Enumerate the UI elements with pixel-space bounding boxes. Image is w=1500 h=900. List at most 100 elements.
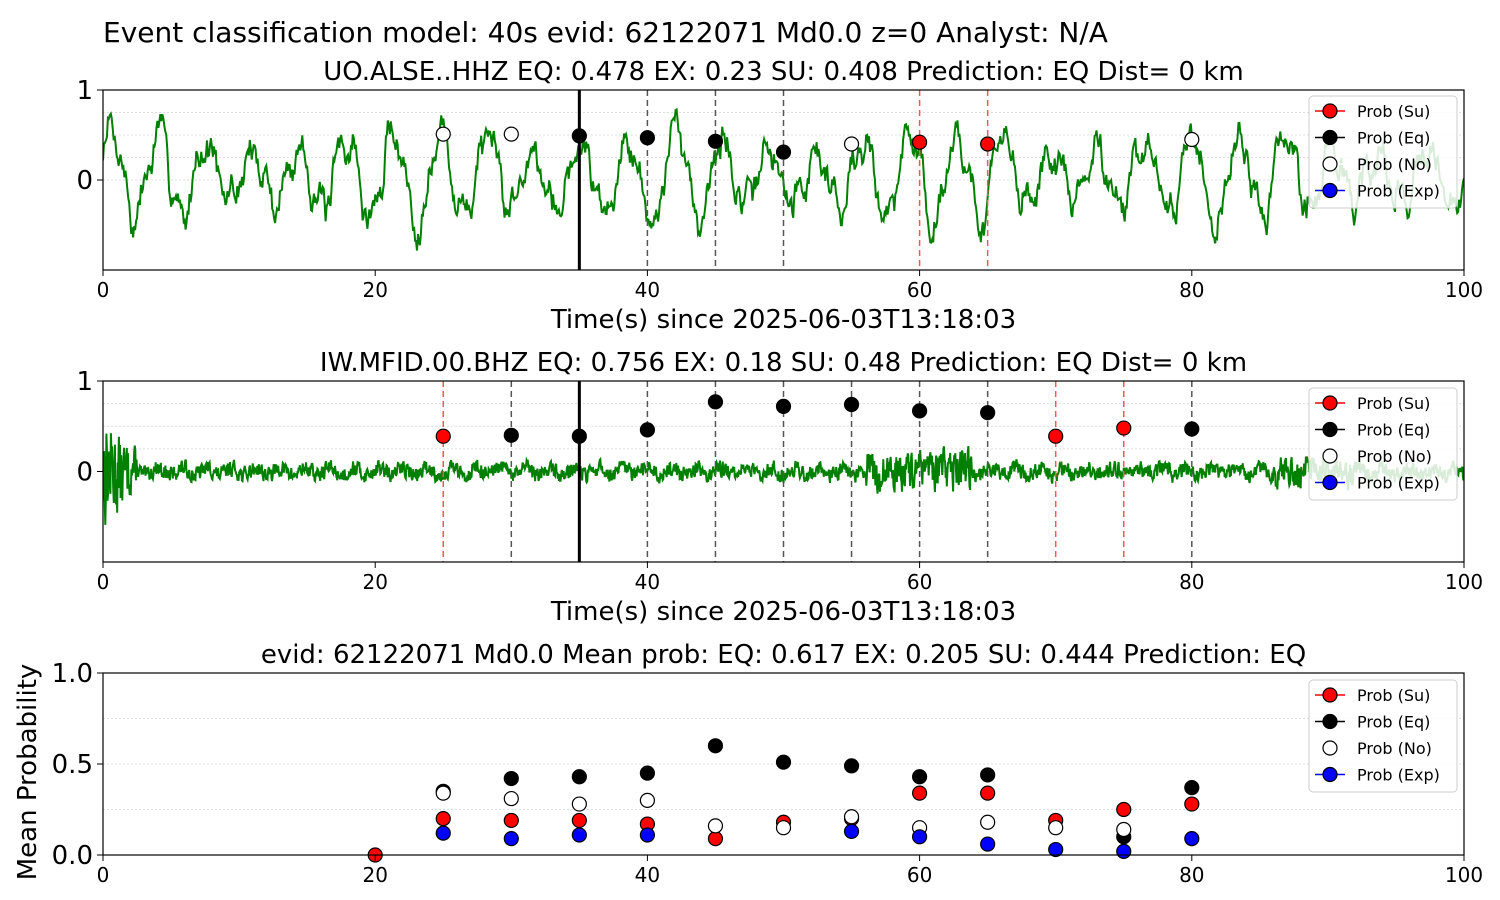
point-prob-exp — [843, 823, 860, 839]
legend-label: Prob (No) — [1357, 447, 1432, 466]
legend: Prob (Su) Prob (Eq) Prob (No) Prob (Exp) — [1308, 387, 1458, 501]
point-prob-exp — [980, 836, 996, 852]
point-prob-no — [639, 792, 656, 809]
point-prob-eq — [639, 765, 656, 781]
legend-label: Prob (Exp) — [1357, 766, 1440, 785]
point-prob-no — [843, 809, 860, 825]
point-prob-su — [435, 810, 451, 827]
point-prob-su — [1048, 428, 1064, 444]
legend: Prob (Su) Prob (Eq) Prob (No) Prob (Exp) — [1308, 95, 1458, 209]
point-prob-eq — [707, 394, 724, 410]
legend-marker — [1322, 395, 1338, 411]
legend-label: Prob (Eq) — [1357, 129, 1430, 148]
point-prob-eq — [707, 738, 724, 754]
point-prob-su — [911, 134, 928, 150]
y-tick-label: 1 — [76, 76, 93, 106]
legend: Prob (Su) Prob (Eq) Prob (No) Prob (Exp) — [1308, 679, 1458, 793]
legend-marker — [1322, 766, 1338, 783]
panel-mean-probability: evid: 62122071 Md0.0 Mean prob: EQ: 0.61… — [13, 640, 1483, 887]
legend-marker — [1322, 182, 1338, 199]
legend-marker — [1322, 103, 1338, 119]
legend-label: Prob (No) — [1357, 739, 1432, 758]
y-tick-label: 0.0 — [52, 841, 93, 871]
y-axis-label: Mean Probability — [13, 664, 43, 881]
point-prob-no — [775, 820, 792, 836]
legend-marker — [1322, 713, 1338, 730]
y-tick-label: 0.5 — [52, 750, 93, 780]
y-tick-label: 1 — [76, 367, 93, 397]
point-prob-su — [1116, 801, 1132, 818]
point-prob-exp — [503, 831, 519, 847]
point-prob-no — [1048, 820, 1064, 836]
point-prob-no — [1184, 131, 1200, 148]
x-tick-label: 60 — [907, 278, 932, 302]
legend-label: Prob (Eq) — [1357, 713, 1430, 732]
x-tick-label: 0 — [97, 863, 110, 887]
x-tick-label: 0 — [97, 278, 110, 302]
point-prob-eq — [911, 769, 928, 785]
point-prob-su — [503, 812, 519, 829]
point-prob-eq — [571, 428, 587, 444]
panel-title: UO.ALSE..HHZ EQ: 0.478 EX: 0.23 SU: 0.40… — [323, 57, 1243, 87]
x-tick-label: 80 — [1179, 278, 1204, 302]
legend-label: Prob (Su) — [1357, 686, 1430, 705]
legend-label: Prob (Su) — [1357, 394, 1430, 413]
point-prob-su — [571, 812, 587, 829]
point-prob-no — [707, 818, 724, 834]
suptitle: Event classification model: 40s evid: 62… — [103, 16, 1108, 49]
point-prob-exp — [911, 829, 928, 845]
point-prob-no — [435, 126, 451, 142]
y-tick-label: 1.0 — [52, 659, 93, 689]
point-prob-exp — [571, 827, 587, 843]
legend-label: Prob (No) — [1357, 155, 1432, 174]
point-prob-exp — [1116, 843, 1132, 859]
panel-station-2: IW.MFID.00.BHZ EQ: 0.756 EX: 0.18 SU: 0.… — [76, 348, 1483, 627]
point-prob-exp — [639, 827, 656, 843]
y-tick-label: 0 — [76, 458, 93, 488]
point-prob-eq — [843, 758, 860, 774]
x-tick-label: 100 — [1445, 570, 1483, 594]
x-axis-label: Time(s) since 2025-06-03T13:18:03 — [550, 597, 1016, 627]
point-prob-su — [1184, 796, 1200, 812]
x-tick-label: 60 — [907, 570, 932, 594]
point-prob-su — [435, 428, 451, 444]
panel-station-1: UO.ALSE..HHZ EQ: 0.478 EX: 0.23 SU: 0.40… — [76, 57, 1483, 335]
data-points — [435, 126, 1200, 160]
legend-marker — [1322, 687, 1338, 703]
point-prob-eq — [980, 405, 996, 421]
point-prob-eq — [503, 427, 519, 443]
x-tick-label: 100 — [1445, 863, 1483, 887]
point-prob-eq — [571, 769, 587, 785]
y-tick-label: 0 — [76, 166, 93, 196]
data-points — [367, 738, 1200, 863]
point-prob-eq — [775, 144, 792, 160]
point-prob-exp — [435, 825, 451, 841]
point-prob-eq — [707, 133, 724, 149]
legend-marker — [1322, 474, 1338, 491]
point-prob-eq — [911, 403, 928, 419]
point-prob-exp — [1184, 831, 1200, 847]
point-prob-su — [1116, 420, 1132, 436]
point-prob-eq — [503, 770, 519, 787]
x-axis-label: Time(s) since 2025-06-03T13:18:03 — [550, 305, 1016, 335]
x-tick-label: 80 — [1179, 863, 1204, 887]
legend-marker — [1322, 448, 1338, 464]
point-prob-eq — [1184, 780, 1200, 796]
point-prob-eq — [775, 398, 792, 414]
point-prob-no — [503, 790, 519, 807]
point-prob-no — [571, 796, 587, 812]
legend-marker — [1322, 740, 1338, 756]
x-tick-label: 100 — [1445, 278, 1483, 302]
legend-box — [1308, 679, 1458, 793]
point-prob-eq — [1184, 421, 1200, 437]
point-prob-no — [980, 814, 996, 830]
point-prob-no — [503, 126, 519, 142]
point-prob-su — [980, 785, 996, 801]
x-tick-label: 40 — [635, 278, 660, 302]
legend-marker — [1322, 129, 1338, 146]
point-prob-eq — [843, 396, 860, 413]
legend-label: Prob (Eq) — [1357, 421, 1430, 440]
point-prob-eq — [639, 130, 656, 146]
data-points — [435, 394, 1200, 444]
